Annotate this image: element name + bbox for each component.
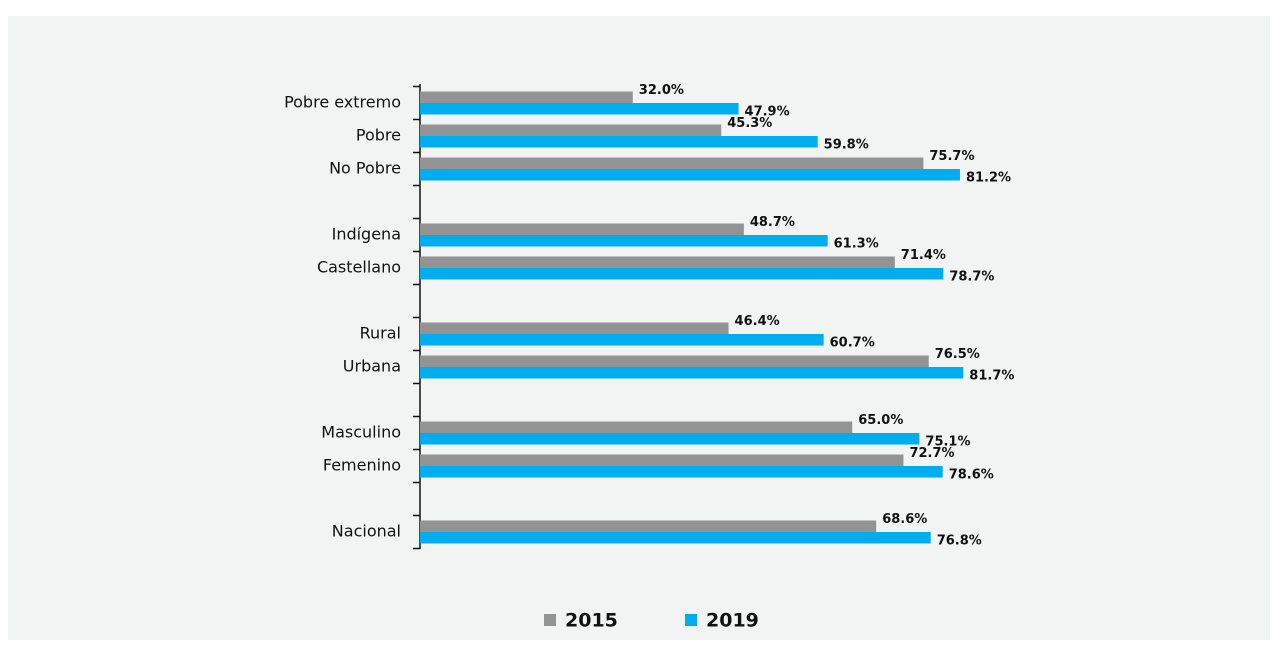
bar [420,268,944,280]
value-label: 32.0% [639,83,684,98]
bar [420,256,895,268]
bar [420,169,960,181]
bar [420,367,964,379]
bar [420,124,722,136]
value-label: 59.8% [824,137,869,152]
value-label: 47.9% [745,104,790,119]
category-label: Masculino [321,423,401,442]
bar [420,103,739,115]
category-label: Nacional [332,522,401,541]
value-label: 46.4% [735,314,780,329]
category-label: Rural [360,324,401,343]
value-label: 78.7% [949,269,994,284]
bar [420,157,924,169]
value-label: 78.6% [949,467,994,482]
category-label: Femenino [323,456,401,475]
value-label: 45.3% [727,116,772,131]
bar [420,322,729,334]
category-label: Indígena [332,225,401,244]
category-label: Pobre extremo [284,93,401,112]
value-label: 68.6% [882,512,927,527]
bar [420,520,877,532]
value-label: 65.0% [858,413,903,428]
legend-label: 2015 [565,610,618,632]
value-label: 81.7% [969,368,1014,383]
category-label: Pobre [356,126,401,145]
legend-label: 2019 [706,610,759,632]
value-label: 61.3% [834,236,879,251]
bar [420,532,931,544]
category-label: Castellano [317,258,401,277]
bar [420,334,824,346]
bar [420,454,904,466]
bar [420,91,633,103]
bar [420,433,920,445]
legend-swatch [544,614,556,626]
value-label: 71.4% [901,248,946,263]
legend-swatch [685,614,697,626]
bar [420,223,744,235]
value-label: 72.7% [909,446,954,461]
value-label: 60.7% [830,335,875,350]
category-label: No Pobre [329,159,401,178]
value-label: 75.7% [929,149,974,164]
value-label: 75.1% [925,434,970,449]
bar [420,466,943,478]
bar [420,136,818,148]
value-label: 76.5% [935,347,980,362]
value-label: 81.2% [966,170,1011,185]
category-label: Urbana [343,357,401,376]
bar [420,355,929,367]
bar [420,235,828,247]
value-label: 48.7% [750,215,795,230]
bar [420,421,853,433]
value-label: 76.8% [937,533,982,548]
